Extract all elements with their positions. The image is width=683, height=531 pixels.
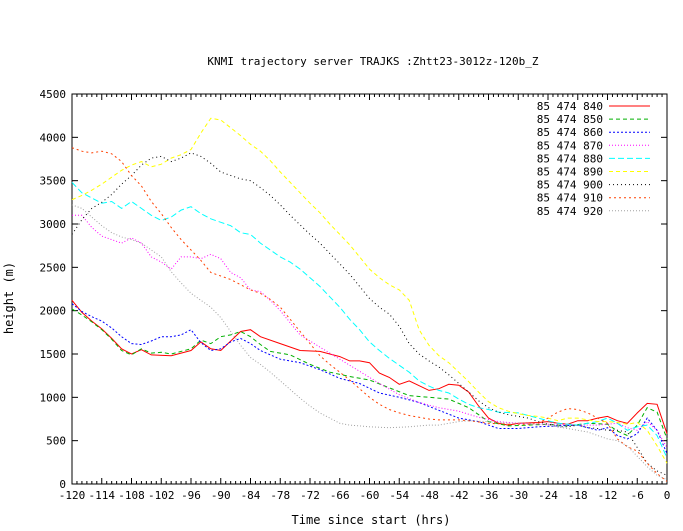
y-tick-label: 4000 [40,131,67,144]
x-tick-label: -84 [241,489,261,502]
series-line-85-474-870 [72,214,668,448]
legend-label: 85 474 920 [537,205,603,218]
axis-ticks: -120 -114 -108 -102 -96 -90 -84 -78 -72 -66 -60 -54… [40,88,671,502]
x-tick-label: -48 [419,489,439,502]
y-tick-label: 3000 [40,218,67,231]
series-line-85-474-920 [71,204,668,481]
x-tick-label: -78 [270,489,290,502]
x-tick-label: -72 [300,489,320,502]
series-line-85-474-900 [71,152,668,476]
y-tick-label: 4500 [40,88,67,101]
legend-label: 85 474 900 [537,179,603,192]
x-tick-label: -108 [118,489,145,502]
x-tick-label: -90 [211,489,231,502]
y-tick-label: 2500 [40,261,67,274]
y-axis-label: height (m) [2,262,16,334]
x-tick-label: -66 [330,489,350,502]
series-line-85-474-840 [71,299,668,434]
x-tick-label: -42 [449,489,469,502]
x-axis-label: Time since start (hrs) [292,513,451,527]
legend-label: 85 474 910 [537,192,603,205]
series-layer [71,117,668,482]
legend-label: 85 474 880 [537,152,603,165]
x-tick-label: -114 [89,489,116,502]
x-tick-label: -30 [508,489,528,502]
x-tick-label: -54 [389,489,409,502]
x-tick-label: -96 [181,489,201,502]
x-tick-label: -120 [59,489,86,502]
legend-label: 85 474 850 [537,113,603,126]
y-tick-label: 1500 [40,348,67,361]
x-tick-label: -36 [479,489,499,502]
y-tick-label: 500 [46,435,66,448]
x-tick-label: -102 [148,489,175,502]
y-tick-label: 2000 [40,305,67,318]
legend-label: 85 474 860 [537,126,603,139]
x-tick-label: -6 [631,489,644,502]
legend-label: 85 474 890 [537,166,603,179]
y-tick-label: 3500 [40,175,67,188]
series-line-85-474-860 [71,303,668,454]
series-line-85-474-890 [71,117,668,464]
legend-label: 85 474 840 [537,100,603,113]
x-tick-label: -18 [568,489,588,502]
x-tick-label: -24 [538,489,558,502]
legend-label: 85 474 870 [537,139,603,152]
chart-title: KNMI trajectory server TRAJKS :Zhtt23-30… [207,55,539,68]
x-tick-label: 0 [664,489,671,502]
y-tick-label: 1000 [40,391,67,404]
series-line-85-474-850 [71,308,668,440]
y-tick-label: 0 [59,478,66,491]
series-line-85-474-880 [71,182,668,459]
x-tick-label: -60 [360,489,380,502]
x-tick-label: -12 [598,489,618,502]
